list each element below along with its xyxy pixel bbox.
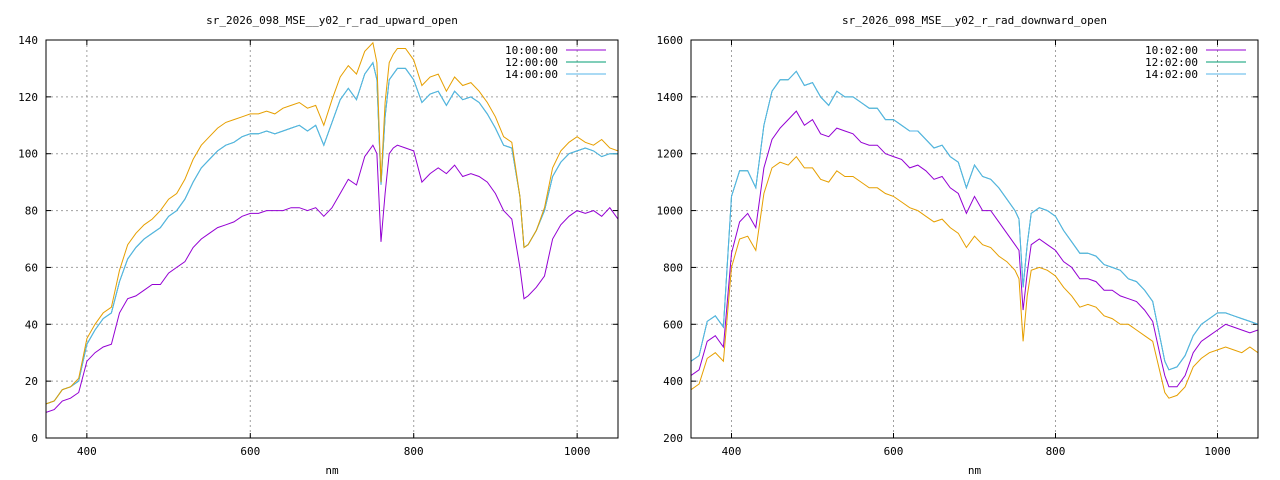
y-tick-label: 20: [25, 375, 38, 388]
legend-label: 12:00:00: [505, 56, 558, 69]
x-tick-label: 800: [404, 445, 424, 458]
y-tick-label: 400: [663, 375, 683, 388]
series-line-2: [46, 61, 618, 405]
x-tick-label: 800: [1046, 445, 1066, 458]
series-line-1: [691, 70, 1258, 371]
y-tick-label: 140: [18, 34, 38, 47]
x-tick-label: 400: [77, 445, 97, 458]
series-line-3: [46, 41, 618, 405]
y-tick-label: 60: [25, 261, 38, 274]
y-tick-label: 80: [25, 205, 38, 218]
series-group: [46, 41, 618, 413]
x-tick-label: 400: [722, 445, 742, 458]
legend-label: 12:02:00: [1145, 56, 1198, 69]
y-tick-label: 600: [663, 318, 683, 331]
legend-label: 10:00:00: [505, 44, 558, 57]
x-tick-label: 600: [240, 445, 260, 458]
y-tick-label: 0: [31, 432, 38, 445]
series-line-1: [46, 61, 618, 405]
y-tick-label: 1000: [657, 205, 684, 218]
downward-chart-panel: sr_2026_098_MSE__y02_r_rad_downward_open…: [657, 14, 1259, 477]
x-tick-label: 1000: [564, 445, 591, 458]
y-tick-label: 1400: [657, 91, 684, 104]
y-tick-label: 200: [663, 432, 683, 445]
x-tick-label: 600: [884, 445, 904, 458]
legend-label: 14:00:00: [505, 68, 558, 81]
series-group: [691, 70, 1258, 399]
chart-title: sr_2026_098_MSE__y02_r_rad_upward_open: [206, 14, 458, 27]
chart-title: sr_2026_098_MSE__y02_r_rad_downward_open: [842, 14, 1107, 27]
series-line-0: [691, 110, 1258, 388]
y-tick-label: 120: [18, 91, 38, 104]
legend-label: 14:02:00: [1145, 68, 1198, 81]
y-tick-label: 1600: [657, 34, 684, 47]
legend-label: 10:02:00: [1145, 44, 1198, 57]
series-line-3: [691, 155, 1258, 399]
plot-frame: [690, 39, 1259, 439]
upward-chart-panel: sr_2026_098_MSE__y02_r_rad_upward_open 40…: [18, 14, 619, 477]
series-line-2: [691, 70, 1258, 371]
y-tick-label: 800: [663, 261, 683, 274]
series-line-0: [46, 144, 618, 413]
x-tick-label: 1000: [1204, 445, 1231, 458]
x-axis-label: nm: [968, 464, 982, 477]
y-tick-label: 40: [25, 318, 38, 331]
x-axis-label: nm: [325, 464, 339, 477]
y-tick-label: 100: [18, 148, 38, 161]
y-tick-label: 1200: [657, 148, 684, 161]
plot-frame: [45, 39, 619, 439]
